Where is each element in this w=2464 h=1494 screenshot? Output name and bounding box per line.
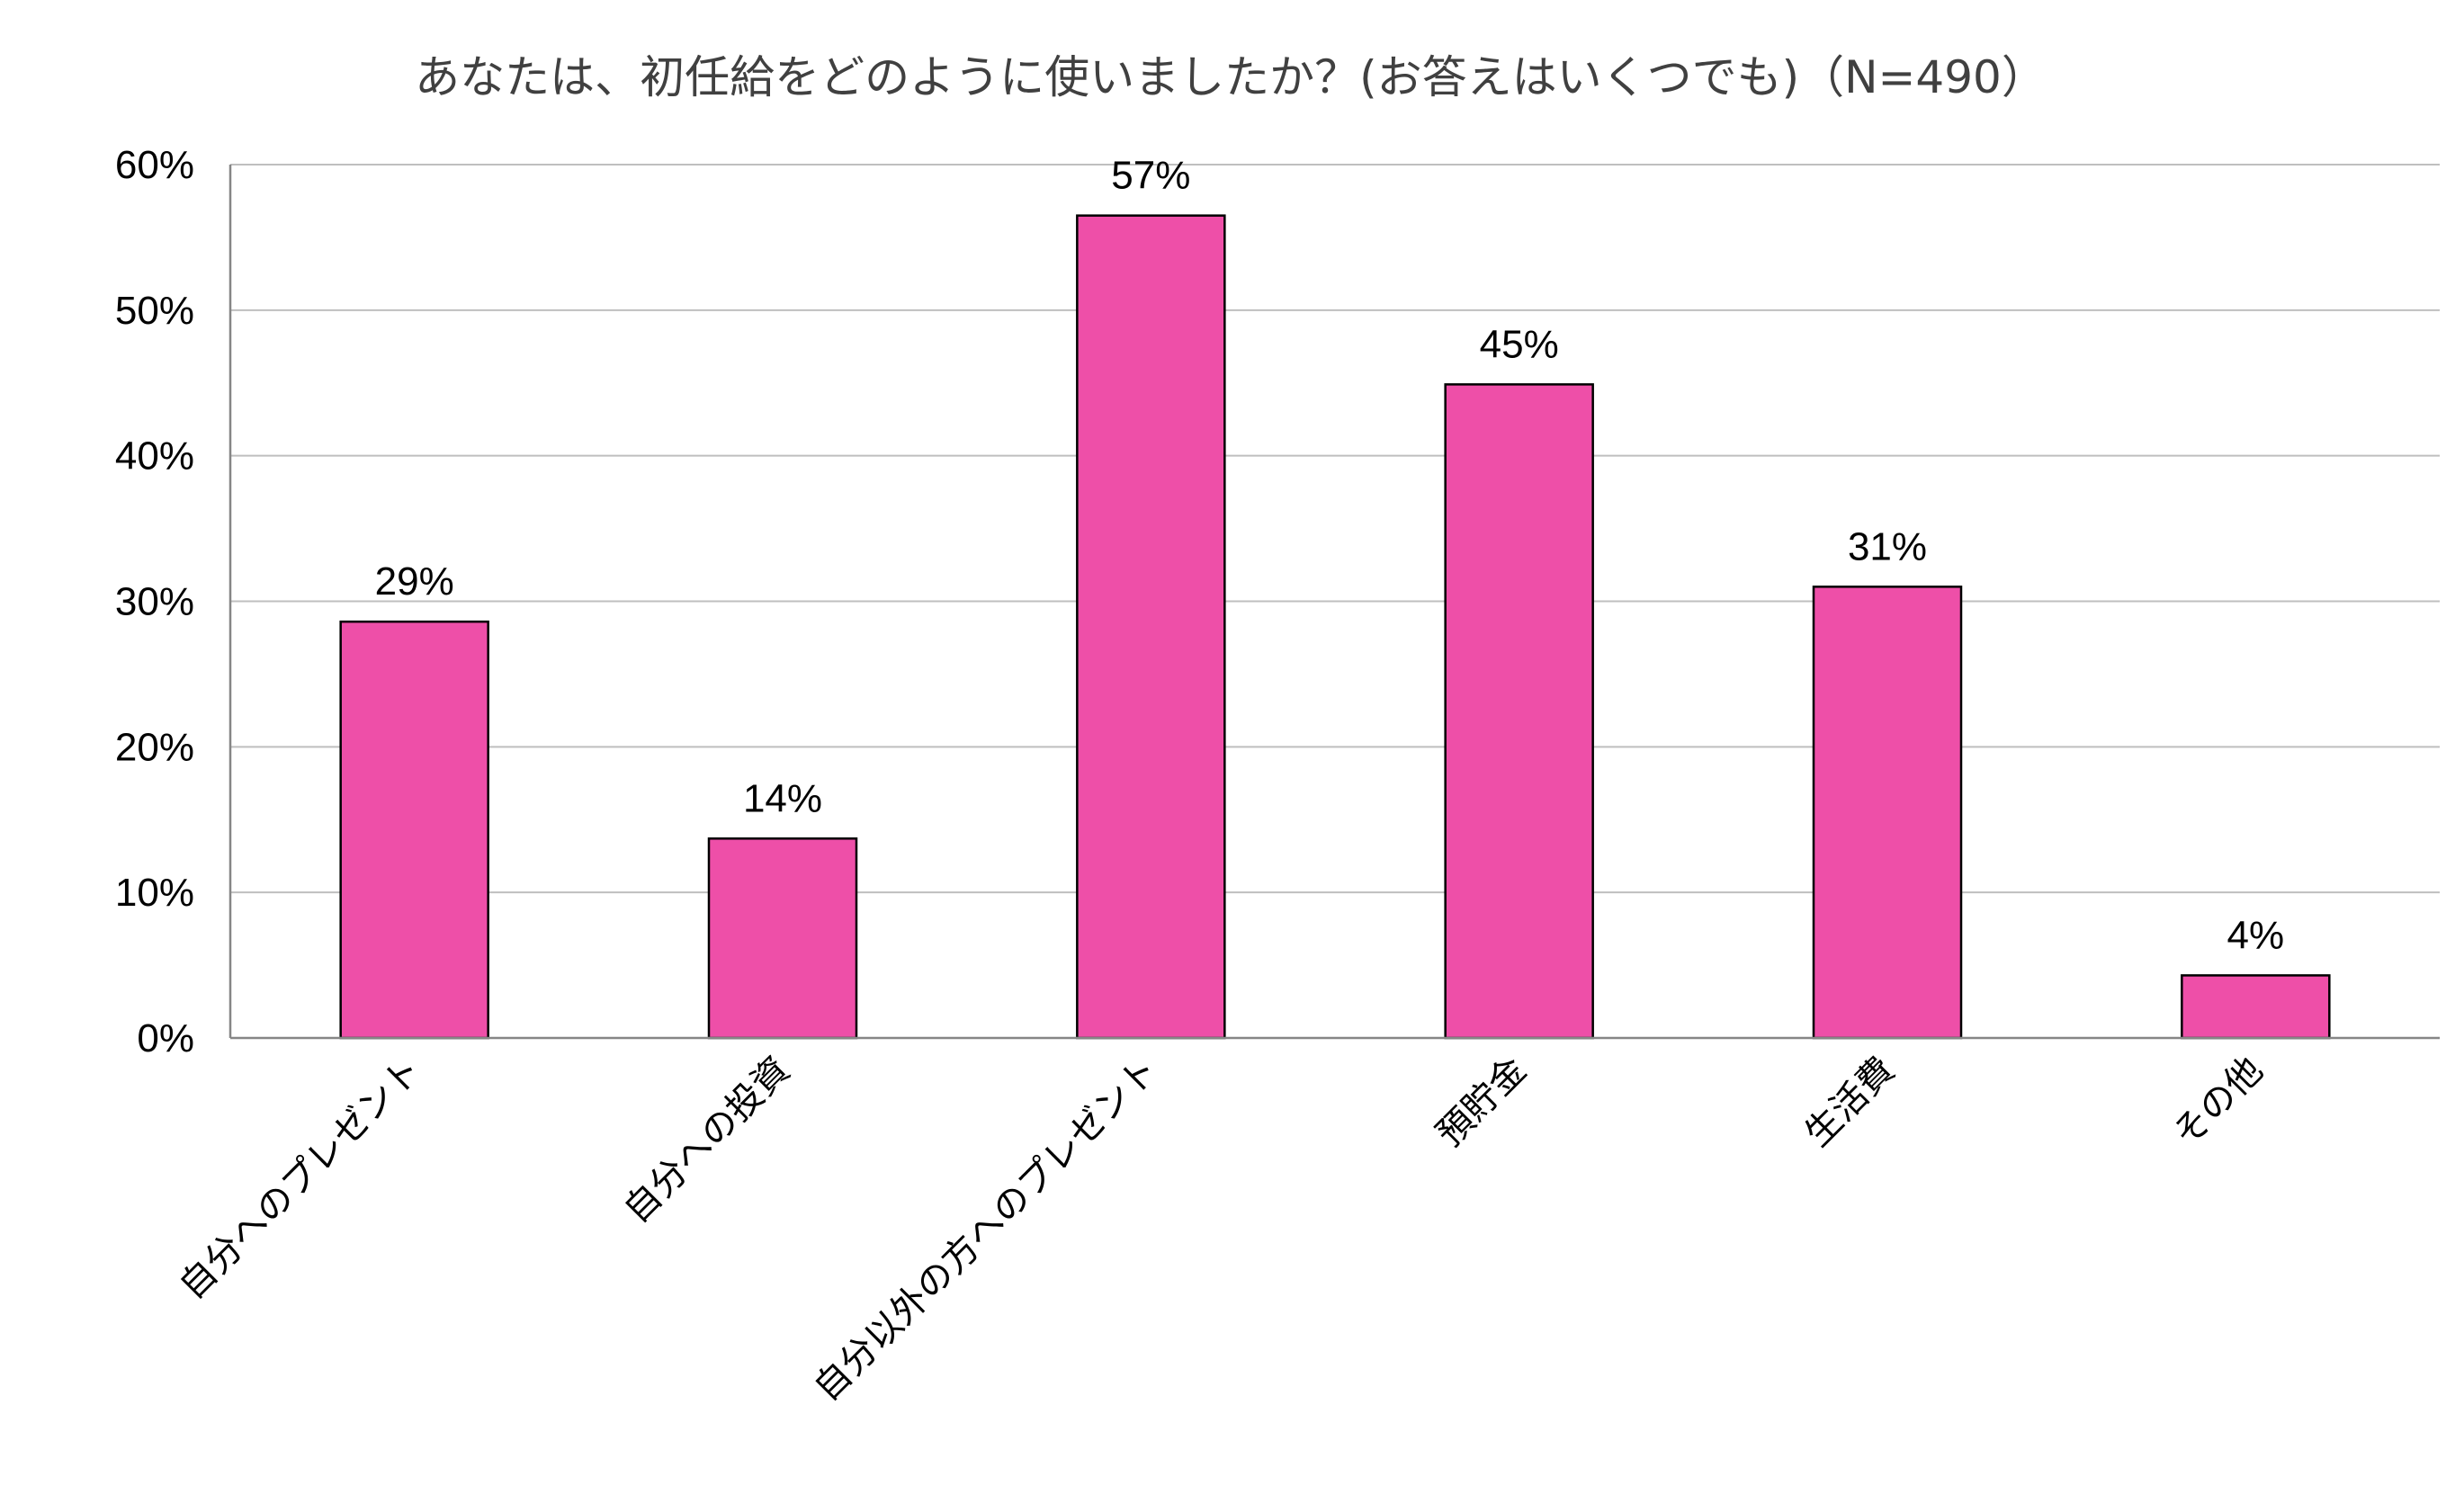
y-tick-label: 60% xyxy=(115,143,194,187)
y-axis-ticks: 0% 10% 20% 30% 40% 50% 60% xyxy=(115,143,194,1060)
bar xyxy=(1444,383,1594,1040)
category-label: 自分への投資 xyxy=(616,1050,798,1231)
y-tick-label: 20% xyxy=(115,725,194,769)
y-tick-label: 10% xyxy=(115,871,194,915)
bar xyxy=(339,620,489,1040)
category-label: 自分以外の方へのプレゼント xyxy=(806,1050,1166,1409)
gridlines xyxy=(230,164,2440,894)
y-tick-label: 50% xyxy=(115,289,194,333)
category-label: 生活費 xyxy=(1797,1050,1903,1155)
data-labels: 29% 14% 57% 45% 31% 4% xyxy=(375,154,2285,958)
data-label: 45% xyxy=(1480,322,1559,366)
y-tick-label: 30% xyxy=(115,580,194,624)
bar xyxy=(1812,586,1963,1040)
bars xyxy=(339,214,2331,1040)
bar xyxy=(1076,214,1226,1040)
data-label: 57% xyxy=(1111,154,1190,198)
data-label: 31% xyxy=(1848,524,1927,568)
y-tick-label: 0% xyxy=(137,1016,194,1060)
data-label: 14% xyxy=(743,776,822,820)
y-tick-label: 40% xyxy=(115,434,194,479)
chart-title: あなたは、初任給をどのように使いましたか？(お答えはいくつでも)（N=490） xyxy=(415,51,2047,103)
bar xyxy=(707,837,858,1040)
data-label: 4% xyxy=(2227,913,2285,957)
axes xyxy=(228,165,2440,1040)
x-axis-categories: 自分へのプレゼント 自分への投資 自分以外の方へのプレゼント 預貯金 生活費 その他 xyxy=(172,1050,2271,1409)
data-label: 29% xyxy=(375,559,454,604)
category-label: 自分へのプレゼント xyxy=(172,1050,430,1308)
category-label: その他 xyxy=(2165,1050,2271,1155)
bar xyxy=(2181,974,2331,1040)
category-label: 預貯金 xyxy=(1429,1050,1534,1155)
